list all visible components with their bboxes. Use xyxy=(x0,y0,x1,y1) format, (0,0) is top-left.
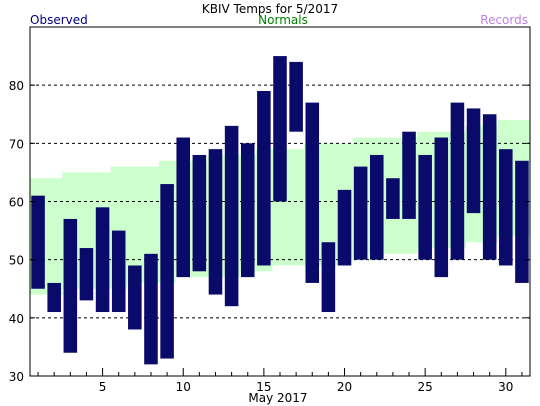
observed-bar-day-23 xyxy=(386,178,400,219)
observed-bar-day-25 xyxy=(418,154,432,260)
observed-bar-day-30 xyxy=(499,149,513,266)
observed-bar-day-4 xyxy=(79,248,94,301)
observed-bar-day-13 xyxy=(224,125,239,307)
x-tick-label-15: 15 xyxy=(256,380,271,394)
observed-bar-day-3 xyxy=(63,218,78,353)
observed-bar-day-14 xyxy=(240,143,255,278)
observed-bar-day-31 xyxy=(515,160,529,283)
observed-bar-day-1 xyxy=(31,195,45,289)
observed-bar-day-26 xyxy=(434,137,449,278)
observed-bar-day-22 xyxy=(370,154,384,260)
y-tick-label-30: 30 xyxy=(9,370,24,384)
observed-bar-day-28 xyxy=(466,108,481,214)
y-axis: 30 40 50 60 70 80 xyxy=(9,79,530,384)
legend-observed: Observed xyxy=(30,13,88,27)
observed-bar-day-10 xyxy=(176,137,190,278)
observed-bar-day-21 xyxy=(353,166,368,260)
x-tick-label-10: 10 xyxy=(176,380,191,394)
observed-bar-day-11 xyxy=(192,154,207,272)
observed-bar-day-16 xyxy=(273,56,287,202)
y-tick-label-40: 40 xyxy=(9,312,24,326)
y-tick-label-50: 50 xyxy=(9,254,24,268)
y-tick-label-80: 80 xyxy=(9,79,24,93)
observed-bar-day-20 xyxy=(337,189,352,266)
observed-bar-day-8 xyxy=(144,253,158,365)
x-tick-label-5: 5 xyxy=(99,380,107,394)
normal-range-day-7 xyxy=(126,166,144,283)
observed-bar-day-7 xyxy=(128,265,142,330)
y-tick-label-70: 70 xyxy=(9,137,24,151)
x-tick-label-30: 30 xyxy=(498,380,513,394)
observed-bar-day-2 xyxy=(47,282,61,313)
observed-bar-day-19 xyxy=(321,242,336,313)
y-tick-label-60: 60 xyxy=(9,196,24,210)
observed-bars xyxy=(31,56,529,365)
x-tick-label-20: 20 xyxy=(337,380,352,394)
normal-range-day-2 xyxy=(46,178,63,295)
observed-bar-day-17 xyxy=(289,61,303,132)
observed-bar-day-5 xyxy=(95,207,110,313)
observed-bar-day-29 xyxy=(482,114,497,260)
chart-title: KBIV Temps for 5/2017 xyxy=(202,2,338,16)
legend-records: Records xyxy=(480,13,528,27)
x-axis-label: May 2017 xyxy=(248,391,307,405)
legend-normals: Normals xyxy=(258,13,308,27)
normal-range-day-17 xyxy=(288,149,305,266)
observed-bar-day-15 xyxy=(257,90,271,266)
observed-bar-day-18 xyxy=(305,102,320,283)
normal-range-day-19 xyxy=(320,143,337,266)
observed-bar-day-27 xyxy=(450,102,465,260)
x-tick-label-25: 25 xyxy=(418,380,433,394)
x-axis: 5 10 15 20 25 30 xyxy=(37,368,523,394)
observed-bar-day-24 xyxy=(402,131,416,219)
observed-bar-day-6 xyxy=(111,230,126,313)
observed-bar-day-9 xyxy=(160,184,174,359)
observed-bar-day-12 xyxy=(208,149,223,295)
